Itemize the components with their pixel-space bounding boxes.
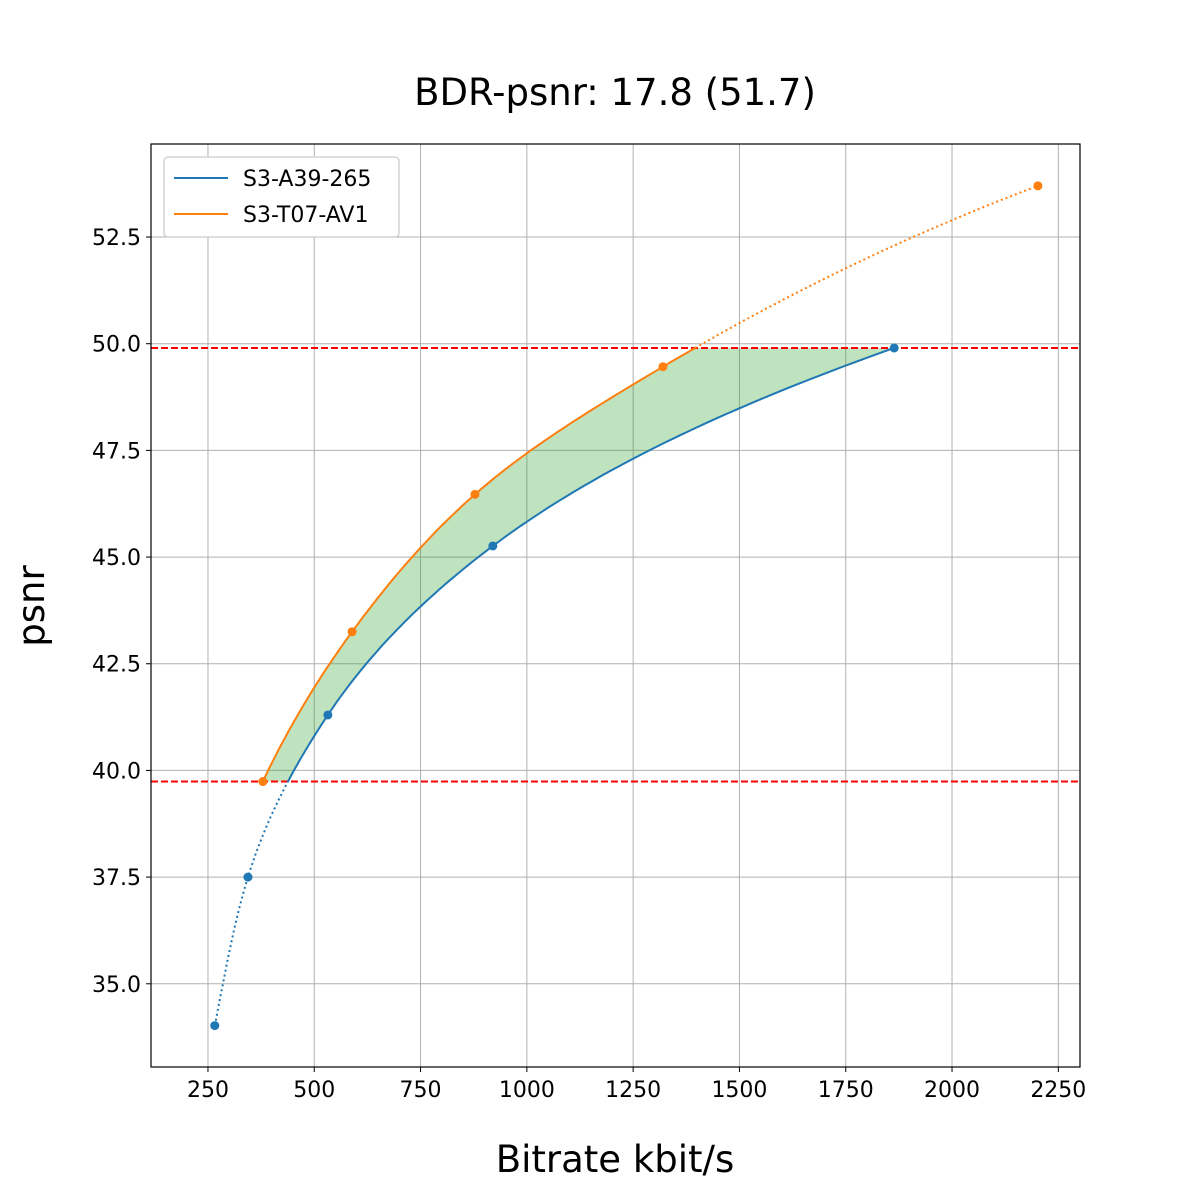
x-tick-label: 1250 xyxy=(605,1078,661,1103)
data-point-s3-t07-av1 xyxy=(470,489,480,499)
plot-frame xyxy=(150,143,1081,1068)
data-point-s3-t07-av1 xyxy=(1033,181,1043,191)
data-point-s3-t07-av1 xyxy=(258,777,268,787)
series-line-s3-t07-av1 xyxy=(261,347,696,782)
legend-label-s3-a39-265: S3-A39-265 xyxy=(243,167,371,192)
y-tick-label: 37.5 xyxy=(92,866,141,891)
y-tick-label: 40.0 xyxy=(92,759,141,784)
x-tick-label: 2000 xyxy=(924,1078,980,1103)
y-tick-label: 42.5 xyxy=(92,653,141,678)
legend-label-s3-t07-av1: S3-T07-AV1 xyxy=(243,203,368,228)
x-tick-label: 1750 xyxy=(818,1078,874,1103)
data-point-s3-a39-265 xyxy=(210,1021,220,1031)
data-point-s3-a39-265 xyxy=(889,343,899,353)
series-line-dotted-s3-a39-265 xyxy=(213,781,289,1026)
x-axis-label: Bitrate kbit/s xyxy=(496,1138,735,1181)
data-point-s3-a39-265 xyxy=(488,541,498,551)
x-tick-label: 750 xyxy=(400,1078,442,1103)
y-tick-label: 47.5 xyxy=(92,439,141,464)
data-point-s3-t07-av1 xyxy=(347,627,357,637)
data-point-s3-a39-265 xyxy=(243,872,253,882)
bd-rate-area xyxy=(262,348,895,782)
y-axis-label: psnr xyxy=(10,565,53,647)
x-tick-label: 1000 xyxy=(499,1078,555,1103)
y-tick-label: 52.5 xyxy=(92,226,141,251)
chart-title: BDR-psnr: 17.8 (51.7) xyxy=(414,71,816,114)
x-tick-label: 500 xyxy=(293,1078,335,1103)
y-tick-label: 50.0 xyxy=(92,333,141,358)
legend: S3-A39-265 S3-T07-AV1 xyxy=(163,156,400,238)
x-tick-label: 250 xyxy=(187,1078,229,1103)
x-tick-label: 2250 xyxy=(1030,1078,1086,1103)
data-point-s3-t07-av1 xyxy=(658,362,668,372)
x-tick-label: 1500 xyxy=(711,1078,767,1103)
data-point-s3-a39-265 xyxy=(323,710,333,720)
y-tick-label: 35.0 xyxy=(92,973,141,998)
series-line-s3-a39-265 xyxy=(287,347,895,782)
y-tick-label: 45.0 xyxy=(92,546,141,571)
series-line-dotted-s3-t07-av1 xyxy=(694,184,1039,349)
